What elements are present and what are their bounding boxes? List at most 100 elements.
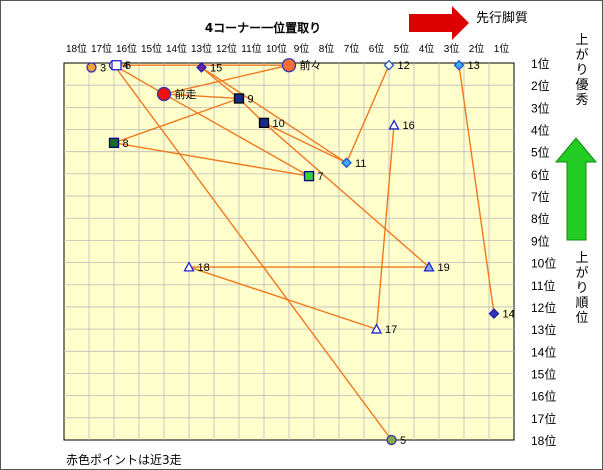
connection-line: [113, 142, 310, 177]
connection-lines: [113, 64, 495, 441]
x-tick-label: 3位: [444, 42, 460, 55]
data-point: [183, 261, 195, 272]
connection-line: [263, 122, 430, 268]
data-point: [303, 170, 315, 182]
connection-line: [201, 66, 347, 164]
connection-line: [163, 93, 310, 177]
connection-line: [375, 125, 395, 330]
x-tick-label: 16位: [116, 42, 137, 55]
y-tick-label: 4位: [531, 123, 550, 138]
x-tick-label: 15位: [141, 42, 162, 55]
y-tick-label: 10位: [531, 256, 556, 271]
y-tick-label: 18位: [531, 433, 556, 448]
data-point: [281, 58, 297, 73]
y-tick-label: 16位: [531, 389, 556, 404]
point-label: 前々: [300, 58, 322, 72]
x-tick-label: 2位: [469, 42, 485, 55]
y-tick-label: 12位: [531, 300, 556, 315]
data-point: [370, 323, 383, 334]
x-tick-label: 13位: [191, 42, 212, 55]
x-tick-label: 1位: [494, 42, 510, 55]
data-point: [488, 308, 500, 320]
y-tick-label: 2位: [531, 78, 550, 93]
y-tick-label: 13位: [531, 322, 556, 337]
y-tick-label: 8位: [531, 211, 550, 226]
x-tick-label: 14位: [166, 42, 187, 55]
connection-line: [263, 122, 347, 164]
y-top-label: 上がり優秀: [575, 33, 588, 108]
y-tick-label: 9位: [531, 233, 550, 248]
connection-line: [113, 64, 393, 441]
data-point: [423, 261, 435, 272]
data-point: [386, 434, 397, 446]
red-right-arrow-icon: [409, 6, 469, 40]
point-label: 前走: [175, 87, 197, 101]
connection-line: [458, 65, 495, 314]
x-tick-label: 5位: [394, 42, 410, 55]
y-tick-label: 11位: [531, 278, 555, 293]
x-direction-label: 先行脚質: [476, 10, 528, 26]
point-label: 10: [273, 118, 285, 130]
data-point: [156, 86, 172, 102]
point-label: 14: [503, 309, 515, 321]
x-tick-label: 6位: [369, 42, 385, 55]
point-label: 16: [403, 120, 415, 132]
connection-line: [163, 64, 290, 95]
y-tick-label: 5位: [531, 145, 550, 160]
connection-line: [163, 93, 240, 100]
data-point: [383, 59, 395, 71]
point-label: 12: [398, 60, 410, 72]
point-label: 11: [355, 158, 366, 170]
y-side-label: 上がり順位: [575, 251, 588, 326]
data-points: 3 46 15 前々 12 13 前走 9 10 16 8 11 7 18 19 14 17 5: [86, 58, 515, 447]
point-label: 17: [385, 324, 397, 336]
connection-line: [113, 97, 240, 144]
data-point: [388, 119, 400, 130]
y-tick-label: 17位: [531, 411, 556, 426]
data-point: [86, 62, 97, 73]
x-tick-label: 8位: [319, 42, 335, 55]
point-label: 18: [198, 262, 210, 274]
point-label: 6: [125, 60, 131, 72]
chart-title: 4コーナー一位置取り: [205, 20, 321, 35]
x-tick-label: 9位: [294, 42, 310, 55]
x-tick-label: 12位: [216, 42, 237, 55]
point-label: 13: [468, 60, 480, 72]
gridlines: [64, 63, 514, 440]
y-tick-labels: 1位 2位 3位 4位 5位 6位 7位 8位 9位 10位 11位 12位 13位 14位 15位 16位 1…: [531, 56, 556, 448]
data-point: [258, 117, 270, 129]
x-tick-label: 4位: [419, 42, 435, 55]
x-tick-label: 11位: [241, 42, 261, 55]
connection-line: [188, 266, 377, 330]
chart-note: 赤色ポイントは近3走: [66, 453, 182, 467]
y-tick-label: 14位: [531, 344, 556, 359]
y-tick-label: 15位: [531, 366, 556, 381]
y-tick-label: 3位: [531, 100, 550, 115]
point-label: 4: [123, 60, 129, 72]
point-label: 5: [400, 435, 406, 447]
x-tick-label: 10位: [266, 42, 287, 55]
point-label: 19: [438, 262, 450, 274]
connection-line: [113, 64, 165, 95]
x-tick-label: 7位: [344, 42, 360, 55]
data-point: [108, 137, 120, 148]
y-tick-label: 7位: [531, 189, 550, 204]
y-tick-label: 6位: [531, 167, 550, 182]
data-point: [196, 62, 207, 73]
y-tick-label: 1位: [531, 56, 550, 71]
connection-line: [201, 66, 240, 100]
x-tick-label: 17位: [91, 42, 112, 55]
point-label: 3: [100, 62, 106, 74]
data-point: [341, 157, 352, 169]
point-label: 15: [210, 62, 222, 74]
point-label: 9: [248, 93, 254, 105]
point-label: 8: [123, 138, 129, 150]
point-label: 7: [318, 171, 324, 183]
x-tick-labels: 18位 17位 16位 15位 14位 13位 12位 11位 10位 9位 8位 7位 6位 5位 4位 3…: [66, 42, 509, 55]
x-tick-label: 18位: [66, 42, 87, 55]
connection-line: [345, 64, 390, 164]
green-up-arrow-icon: [554, 137, 598, 241]
data-point: [453, 59, 465, 71]
